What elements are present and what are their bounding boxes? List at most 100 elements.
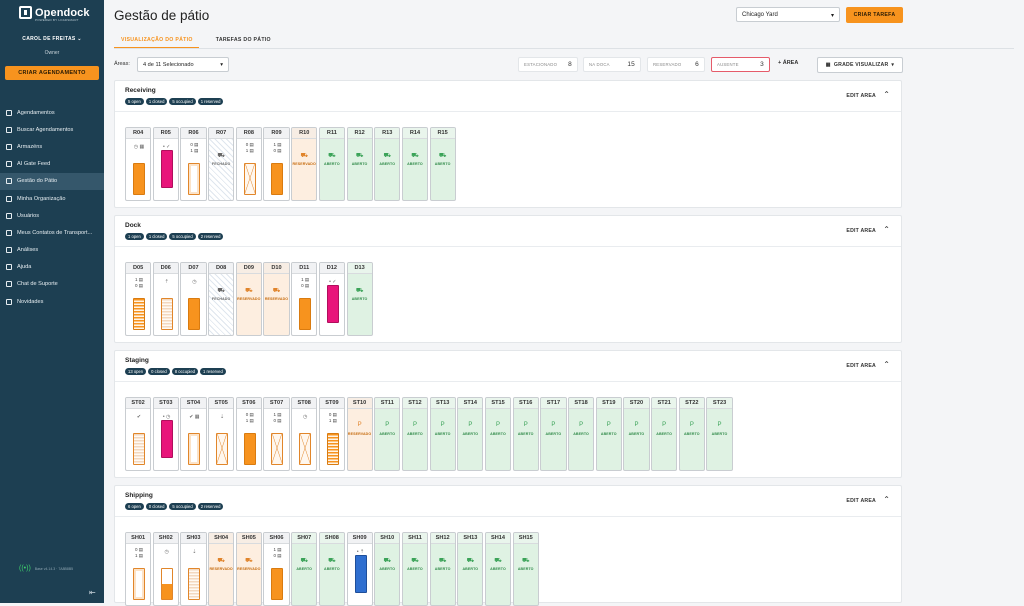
yard-spot[interactable]: SH03 ⇣ [180,532,207,606]
yard-spot[interactable]: D12 • ✓ [318,262,345,336]
sidebar-item-7[interactable]: Meus Contatos de Transport... [0,224,104,241]
yard-spot[interactable]: SH11 ⛟ ABERTO [401,532,429,606]
stat-parked[interactable]: ESTACIONADO 8 [518,57,578,72]
yard-spot[interactable]: SH08 ⛟ ABERTO [318,532,345,606]
chevron-up-icon[interactable]: ⌃ [883,360,890,369]
yard-spot[interactable]: SH07 ⛟ ABERTO [291,532,318,606]
yard-spot[interactable]: ST20 P ABERTO [623,397,650,471]
yard-spot[interactable]: ST15 P ABERTO [484,397,512,471]
stat-absent[interactable]: AUSENTE 3 [711,57,770,72]
edit-area-button[interactable]: EDIT AREA [846,228,876,234]
add-area-button[interactable]: + ÁREA [778,60,799,66]
chevron-up-icon[interactable]: ⌃ [883,225,890,234]
yard-spot[interactable]: D07 ◷ [180,262,207,336]
yard-spot[interactable]: R05 • ✓ [152,127,179,201]
yard-spot[interactable]: SH12 ⛟ ABERTO [429,532,456,606]
yard-spot[interactable]: SH06 1 ▤ 0 ▤ [263,532,290,606]
stat-at-dock[interactable]: NA DOCA 15 [583,57,641,72]
yard-spot[interactable]: ST18 P ABERTO [568,397,595,471]
yard-spot[interactable]: ST10 P RESERVADO [346,397,373,471]
yard-spot[interactable]: ST04 ✔ ▦ [180,397,207,471]
yard-select[interactable]: Chicago Yard ▾ [736,7,840,22]
yard-spot[interactable]: ST19 P ABERTO [595,397,622,471]
edit-area-button[interactable]: EDIT AREA [846,363,876,369]
truck-icon: ⛟ [438,558,447,564]
sidebar-item-4[interactable]: Gestão do Pátio [0,172,104,190]
yard-spot[interactable]: SH10 ⛟ ABERTO [374,532,401,606]
areas-select[interactable]: 4 de 11 Selecionado ▾ [137,57,229,72]
sidebar-item-10[interactable]: Chat de Suporte [0,276,104,293]
yard-spot[interactable]: ST22 P ABERTO [678,397,705,471]
yard-spot[interactable]: SH13 ⛟ ABERTO [457,532,484,606]
truck-icon: ⛟ [328,558,336,564]
tab-yard-tasks[interactable]: TAREFAS DO PÁTIO [215,37,271,43]
spot-label: SH11 [402,533,428,544]
sidebar-item-1[interactable]: Buscar Agendamentos [0,121,104,138]
yard-spot[interactable]: R06 0 ▤ 1 ▤ [180,127,207,201]
yard-spot[interactable]: D08 ⛟ FECHADO [208,262,235,336]
chevron-up-icon[interactable]: ⌃ [883,90,890,99]
yard-spot[interactable]: R14 ⛟ ABERTO [401,127,429,201]
sidebar-item-0[interactable]: Agendamentos [0,104,104,121]
edit-area-button[interactable]: EDIT AREA [846,93,876,99]
collapse-sidebar-icon[interactable]: ⇤ [89,588,96,597]
opendock-logo[interactable]: Opendock [19,6,90,19]
yard-spot[interactable]: R11 ⛟ ABERTO [318,127,345,201]
yard-spot[interactable]: R04 ◷ ▦ [125,127,152,201]
sidebar-item-8[interactable]: Análises [0,242,104,259]
yard-spot[interactable]: D05 1 ▤ 0 ▤ [125,262,152,336]
yard-spot[interactable]: SH01 0 ▤ 1 ▤ [125,532,152,606]
sidebar-item-2[interactable]: Armazéns [0,138,104,155]
yard-spot[interactable]: ST21 P ABERTO [651,397,678,471]
yard-spot[interactable]: D11 1 ▤ 0 ▤ [291,262,318,336]
yard-spot[interactable]: R09 1 ▤ 0 ▤ [263,127,290,201]
user-menu[interactable]: CAROL DE FREITAS ⌄ [22,36,82,42]
yard-spot[interactable]: D10 ⛟ RESERVADO [263,262,290,336]
yard-spot[interactable]: SH09 • ⇡ [346,532,373,606]
yard-spot[interactable]: ST13 P ABERTO [429,397,456,471]
stat-reserved[interactable]: RESERVADO 6 [647,57,705,72]
spot-status-icons: ◷ [192,279,197,285]
yard-spot[interactable]: R07 ⛟ FECHADO [208,127,235,201]
grid-view-button[interactable]: ▦ GRADE VISUALIZAR ▾ [817,57,903,73]
yard-spot[interactable]: SH05 ⛟ RESERVADO [235,532,262,606]
yard-spot[interactable]: ST07 1 ▤ 0 ▤ [263,397,290,471]
chevron-up-icon[interactable]: ⌃ [883,495,890,504]
yard-spot[interactable]: ST12 P ABERTO [401,397,429,471]
yard-spot[interactable]: D09 ⛟ RESERVADO [235,262,262,336]
sidebar-item-6[interactable]: Usuários [0,207,104,224]
spot-status: ABERTO [628,432,645,436]
yard-spot[interactable]: ST14 P ABERTO [457,397,484,471]
spot-status: ABERTO [462,567,479,571]
sidebar-item-5[interactable]: Minha Organização [0,190,104,207]
create-task-button[interactable]: CRIAR TAREFA [846,7,903,23]
yard-spot[interactable]: ST17 P ABERTO [540,397,567,471]
yard-spot[interactable]: ST03 • ◷ [152,397,179,471]
yard-spot[interactable]: SH02 ◷ [152,532,179,606]
edit-area-button[interactable]: EDIT AREA [846,498,876,504]
sidebar-item-11[interactable]: Novidades [0,293,104,310]
create-appointment-button[interactable]: CRIAR AGENDAMENTO [5,66,99,80]
yard-spot[interactable]: R12 ⛟ ABERTO [346,127,373,201]
yard-spot[interactable]: SH04 ⛟ RESERVADO [208,532,235,606]
yard-spot[interactable]: R15 ⛟ ABERTO [429,127,456,201]
yard-spot[interactable]: R10 ⛟ RESERVADO [291,127,318,201]
yard-spot[interactable]: SH15 ⛟ ABERTO [512,532,539,606]
yard-spot[interactable]: D06 ⇡ [152,262,179,336]
yard-spot[interactable]: R13 ⛟ ABERTO [374,127,401,201]
yard-spot[interactable]: R08 0 ▤ 1 ▤ [235,127,262,201]
yard-spot[interactable]: ST08 ◷ [291,397,318,471]
yard-spot[interactable]: SH14 ⛟ ABERTO [484,532,512,606]
yard-spot[interactable]: ST06 0 ▤ 1 ▤ [235,397,262,471]
sidebar-item-3[interactable]: AI Gate Feed [0,156,104,173]
yard-spot[interactable]: ST05 ⇣ [208,397,235,471]
sidebar-item-9[interactable]: Ajuda [0,259,104,276]
yard-spot[interactable]: ST02 ✔ [125,397,152,471]
yard-spot[interactable]: ST16 P ABERTO [512,397,539,471]
yard-spot[interactable]: ST11 P ABERTO [374,397,401,471]
spot-status: ABERTO [711,432,728,436]
yard-spot[interactable]: ST23 P ABERTO [706,397,733,471]
yard-spot[interactable]: D13 ⛟ ABERTO [346,262,373,336]
tab-yard-view[interactable]: VISUALIZAÇÃO DO PÁTIO [114,34,199,48]
yard-spot[interactable]: ST09 0 ▤ 1 ▤ [318,397,345,471]
